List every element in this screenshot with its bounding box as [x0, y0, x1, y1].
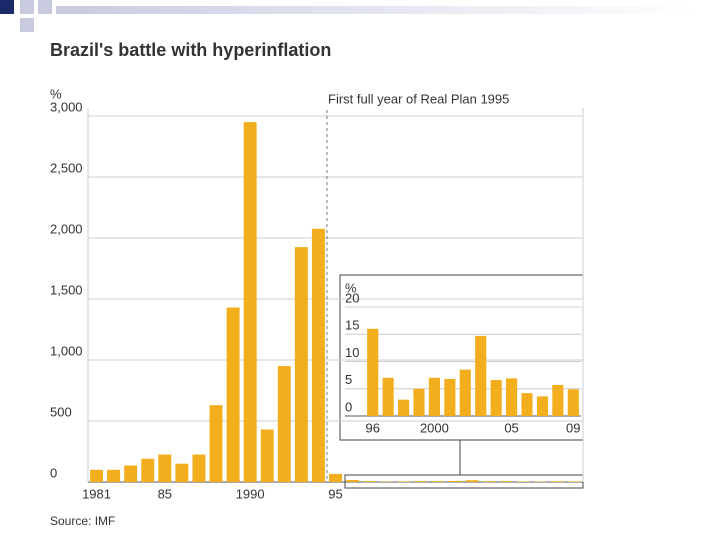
- bar: [567, 481, 581, 482]
- bar: [363, 481, 377, 482]
- bar: [260, 429, 274, 482]
- bar: [124, 465, 138, 482]
- y-tick-label: 10: [345, 345, 359, 360]
- bar: [209, 405, 223, 482]
- bar: [521, 393, 533, 416]
- y-unit: %: [50, 86, 62, 101]
- x-tick-label: 95: [328, 486, 342, 501]
- bar: [107, 469, 121, 482]
- x-tick-label: 09: [566, 420, 580, 435]
- bar: [158, 454, 172, 482]
- bar: [506, 378, 518, 416]
- bar: [192, 454, 206, 482]
- y-tick-label: 0: [345, 399, 352, 414]
- deco-square: [20, 18, 34, 32]
- y-tick-label: 1,500: [50, 282, 83, 297]
- bar: [367, 328, 379, 416]
- bar: [567, 389, 579, 416]
- bar: [465, 480, 479, 482]
- deco-square: [20, 0, 34, 14]
- bar: [414, 481, 428, 482]
- deco-square: [0, 0, 14, 14]
- bar: [499, 481, 513, 482]
- x-tick-label: 85: [158, 486, 172, 501]
- bar: [552, 384, 564, 416]
- x-tick-label: 96: [365, 420, 379, 435]
- bar: [431, 481, 445, 482]
- deco-bar: [56, 6, 696, 14]
- source: Source: IMF: [50, 514, 115, 528]
- chart-title: Brazil's battle with hyperinflation: [50, 40, 331, 60]
- bar: [243, 122, 257, 482]
- bar: [475, 335, 487, 416]
- y-tick-label: 500: [50, 404, 72, 419]
- bar: [226, 307, 240, 482]
- bar: [294, 247, 308, 482]
- annotation: First full year of Real Plan 1995: [328, 91, 509, 106]
- bar: [311, 228, 325, 482]
- x-tick-label: 1981: [82, 486, 111, 501]
- y-tick-label: 20: [345, 290, 359, 305]
- bar: [516, 481, 530, 482]
- bar: [277, 366, 291, 482]
- y-unit: %: [345, 280, 357, 295]
- x-tick-label: 1990: [236, 486, 265, 501]
- bar: [413, 388, 425, 416]
- y-tick-label: 1,000: [50, 343, 83, 358]
- bar: [141, 458, 155, 482]
- bar: [398, 399, 410, 416]
- bar: [444, 378, 456, 416]
- bar: [550, 481, 564, 482]
- bar: [90, 469, 104, 482]
- bar: [482, 481, 496, 482]
- y-tick-label: 15: [345, 318, 359, 333]
- y-tick-label: 2,500: [50, 160, 83, 175]
- bar: [428, 377, 440, 416]
- y-tick-label: 0: [50, 465, 57, 480]
- bar: [536, 396, 548, 416]
- bar: [175, 463, 189, 482]
- y-tick-label: 3,000: [50, 99, 83, 114]
- y-tick-label: 5: [345, 372, 352, 387]
- bar: [329, 473, 342, 482]
- bar: [448, 480, 462, 482]
- bar: [382, 377, 394, 416]
- deco-square: [38, 0, 52, 14]
- bar: [490, 380, 502, 416]
- x-tick-label: 2000: [420, 420, 449, 435]
- y-tick-label: 2,000: [50, 221, 83, 236]
- bar: [459, 369, 471, 416]
- bar: [346, 480, 360, 482]
- bar: [397, 481, 411, 482]
- x-tick-label: 05: [504, 420, 518, 435]
